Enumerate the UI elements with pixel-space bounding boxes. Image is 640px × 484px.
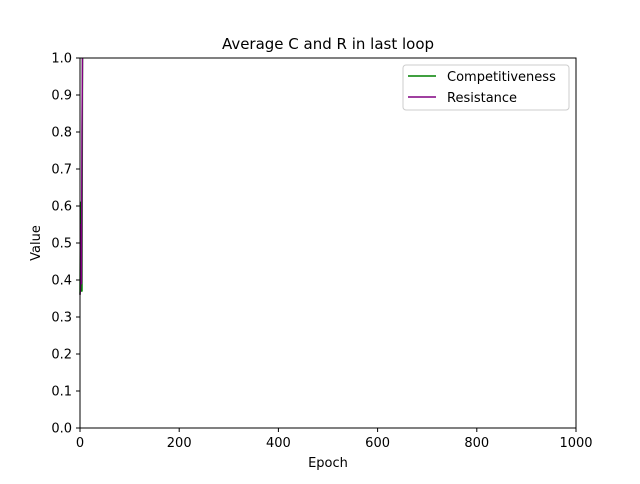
y-tick-label: 0.6: [51, 200, 72, 215]
chart-title: Average C and R in last loop: [222, 35, 434, 53]
x-tick-label: 400: [266, 436, 291, 451]
x-tick-label: 200: [167, 436, 192, 451]
legend-label-resistance: Resistance: [447, 91, 517, 106]
y-tick-label: 0.0: [51, 422, 72, 437]
legend-box: [402, 64, 570, 111]
x-ticks: 0 200 400 600 800 1000: [76, 428, 593, 451]
x-tick-label: 1000: [559, 436, 592, 451]
y-tick-label: 0.1: [51, 385, 72, 400]
legend-label-competitiveness: Competitiveness: [447, 70, 556, 85]
y-axis-label: Value: [29, 225, 44, 261]
y-tick-label: 0.9: [51, 89, 72, 104]
y-tick-label: 0.8: [51, 126, 72, 141]
x-tick-label: 800: [464, 436, 489, 451]
y-tick-label: 0.7: [51, 163, 72, 178]
legend: Competitiveness Resistance: [402, 64, 570, 111]
y-tick-label: 1.0: [51, 52, 72, 67]
y-tick-label: 0.5: [51, 237, 72, 252]
y-tick-label: 0.3: [51, 311, 72, 326]
y-ticks: 0.0 0.1 0.2 0.3 0.4 0.5 0.6 0.7 0.8 0.9 1.0: [51, 52, 80, 437]
x-tick-label: 600: [365, 436, 390, 451]
y-tick-label: 0.2: [51, 348, 72, 363]
y-tick-label: 0.4: [51, 274, 72, 289]
x-tick-label: 0: [76, 436, 84, 451]
x-axis-label: Epoch: [308, 456, 348, 471]
